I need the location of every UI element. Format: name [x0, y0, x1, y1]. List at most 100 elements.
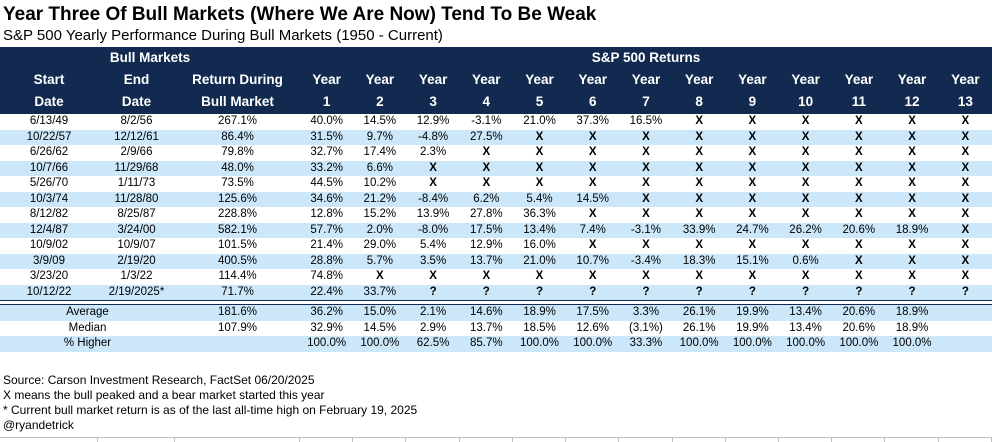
cell-year-return: -4.8%	[406, 129, 460, 145]
summary-year-value: 85.7%	[459, 336, 513, 352]
spreadsheet-gridline-strip	[0, 437, 992, 442]
cell-year-return: X	[588, 208, 597, 220]
cell-year-return: ?	[938, 284, 992, 301]
cell-year-return: X	[908, 239, 916, 251]
summary-year-value: 100.0%	[512, 336, 567, 352]
cell-year-return: 34.6%	[300, 191, 354, 207]
cell-year-return: X	[588, 177, 597, 189]
cell-year-return: 31.5%	[300, 129, 354, 145]
group-header-sp500-returns: S&P 500 Returns	[300, 47, 992, 68]
cell-year-return: 20.6%	[832, 222, 886, 238]
cell-year-return: 27.5%	[459, 129, 513, 145]
page-subtitle: S&P 500 Yearly Performance During Bull M…	[3, 27, 443, 44]
table-row: 8/12/82 8/25/87 228.8% 12.8% 15.2% 13.9% 27.8%…	[0, 207, 992, 223]
summary-divider	[0, 300, 992, 305]
cell-year-return: X	[695, 146, 703, 158]
cell-year-return: 32.7%	[310, 146, 343, 158]
group-header-bull-markets: Bull Markets	[0, 47, 301, 68]
cell-year-return: 2.3%	[419, 146, 447, 158]
cell-year-return: X	[854, 115, 863, 127]
cell-end-date: 2/19/2025*	[98, 284, 175, 301]
cell-year-return: X	[725, 129, 779, 145]
cell-year-return: 7.4%	[566, 222, 620, 238]
group-header-row: Bull Markets S&P 500 Returns	[0, 47, 992, 68]
cell-year-return: 21.0%	[523, 115, 556, 127]
summary-year-value: 36.2%	[300, 304, 354, 321]
cell-year-return: 33.9%	[672, 222, 726, 238]
cell-year-return: X	[854, 208, 863, 220]
cell-year-return: 18.3%	[672, 253, 726, 269]
cell-year-return: 27.8%	[469, 208, 503, 220]
cell-year-return: 12.9%	[416, 115, 450, 127]
table-header: Bull Markets S&P 500 Returns Start Date End D…	[0, 47, 992, 114]
cell-year-return: X	[908, 208, 916, 220]
gridline-tick	[832, 438, 886, 442]
cell-year-return: X	[748, 270, 757, 282]
summary-row: Median 107.9% 32.9% 14.5% 2.9% 13.7% 18.5% 12.6…	[0, 321, 992, 337]
cell-year-return: 13.4%	[512, 222, 567, 238]
cell-bull-return: 267.1%	[218, 115, 258, 127]
cell-year-return: 26.2%	[779, 222, 833, 238]
cell-year-return: 37.3%	[576, 115, 610, 127]
cell-year-return: X	[512, 129, 567, 145]
summary-year-value: 14.6%	[459, 304, 513, 321]
cell-year-return: X	[779, 160, 833, 176]
summary-year-value: 18.9%	[885, 304, 939, 321]
cell-year-return: -8.0%	[406, 222, 460, 238]
cell-start-date: 10/9/02	[29, 239, 69, 251]
column-header: Return During Bull Market	[175, 68, 301, 114]
summary-year-value: 100.0%	[672, 336, 726, 352]
summary-label: Average	[0, 304, 175, 321]
cell-year-return: 40.0%	[310, 115, 343, 127]
summary-year-value: 12.6%	[576, 321, 610, 334]
cell-end-date: 11/28/80	[98, 191, 175, 207]
summary-year-value	[939, 321, 992, 337]
cell-year-return: ?	[459, 284, 513, 301]
summary-year-value	[938, 336, 992, 352]
column-header: Year 5	[512, 68, 567, 114]
cell-year-return: ?	[512, 284, 567, 301]
cell-year-return: X	[908, 270, 916, 282]
summary-year-value	[938, 304, 992, 321]
table-row: 3/9/09 2/19/20 400.5% 28.8% 5.7% 3.5% 13.7% 21.…	[0, 253, 992, 269]
cell-year-return: X	[908, 115, 916, 127]
gridline-tick	[566, 438, 620, 442]
cell-year-return: -3.1%	[619, 222, 673, 238]
cell-year-return: X	[619, 191, 673, 207]
cell-year-return: 22.4%	[300, 284, 354, 301]
cell-year-return: 0.6%	[779, 253, 833, 269]
cell-year-return: X	[588, 239, 597, 251]
cell-year-return: 5.7%	[353, 253, 407, 269]
cell-year-return: X	[832, 129, 886, 145]
cell-bull-return: 73.5%	[221, 177, 254, 189]
cell-year-return: X	[748, 208, 757, 220]
cell-year-return: X	[672, 129, 726, 145]
cell-year-return: 12.9%	[469, 239, 503, 251]
cell-year-return: X	[908, 177, 916, 189]
summary-year-value: 100.0%	[725, 336, 779, 352]
cell-end-date: 8/2/56	[120, 115, 153, 127]
cell-year-return: -3.4%	[619, 253, 673, 269]
cell-year-return: X	[642, 146, 650, 158]
cell-year-return: X	[482, 270, 491, 282]
cell-end-date: 10/9/07	[117, 239, 156, 251]
cell-bull-return: 228.8%	[218, 208, 258, 220]
gridline-tick	[460, 438, 513, 442]
summary-bull-return: 107.9%	[218, 321, 258, 334]
cell-year-return: X	[642, 270, 650, 282]
footnote-x-meaning: X means the bull peaked and a bear marke…	[3, 387, 325, 402]
cell-year-return: 36.3%	[523, 208, 556, 220]
column-header: Year 9	[725, 68, 779, 114]
column-header: Year 8	[672, 68, 726, 114]
gridline-tick	[885, 438, 939, 442]
cell-year-return: 2.0%	[353, 222, 407, 238]
cell-year-return: X	[801, 177, 810, 189]
cell-end-date: 2/9/66	[120, 146, 153, 158]
cell-year-return: X	[885, 191, 939, 207]
cell-year-return: 10.2%	[363, 177, 397, 189]
footnote-asterisk: * Current bull market return is as of th…	[3, 402, 418, 417]
cell-year-return: X	[801, 239, 810, 251]
cell-year-return: X	[566, 129, 620, 145]
column-header: Year 6	[566, 68, 620, 114]
